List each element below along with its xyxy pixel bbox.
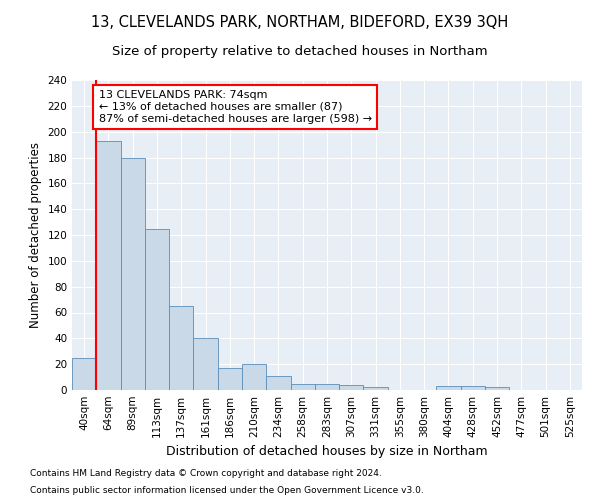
X-axis label: Distribution of detached houses by size in Northam: Distribution of detached houses by size … xyxy=(166,446,488,458)
Bar xyxy=(436,386,461,390)
Bar xyxy=(266,376,290,390)
Text: Contains public sector information licensed under the Open Government Licence v3: Contains public sector information licen… xyxy=(30,486,424,495)
Bar xyxy=(461,386,485,390)
Bar xyxy=(96,140,121,390)
Bar xyxy=(193,338,218,390)
Text: 13 CLEVELANDS PARK: 74sqm
← 13% of detached houses are smaller (87)
87% of semi-: 13 CLEVELANDS PARK: 74sqm ← 13% of detac… xyxy=(99,90,372,124)
Bar xyxy=(121,158,145,390)
Bar xyxy=(485,388,509,390)
Y-axis label: Number of detached properties: Number of detached properties xyxy=(29,142,42,328)
Bar xyxy=(364,388,388,390)
Text: 13, CLEVELANDS PARK, NORTHAM, BIDEFORD, EX39 3QH: 13, CLEVELANDS PARK, NORTHAM, BIDEFORD, … xyxy=(91,15,509,30)
Text: Contains HM Land Registry data © Crown copyright and database right 2024.: Contains HM Land Registry data © Crown c… xyxy=(30,468,382,477)
Bar xyxy=(72,358,96,390)
Text: Size of property relative to detached houses in Northam: Size of property relative to detached ho… xyxy=(112,45,488,58)
Bar xyxy=(290,384,315,390)
Bar xyxy=(339,385,364,390)
Bar xyxy=(145,228,169,390)
Bar xyxy=(218,368,242,390)
Bar xyxy=(315,384,339,390)
Bar xyxy=(169,306,193,390)
Bar xyxy=(242,364,266,390)
